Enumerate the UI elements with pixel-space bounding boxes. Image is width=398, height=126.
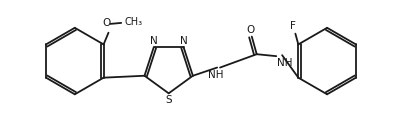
Text: S: S bbox=[166, 95, 172, 105]
Text: N: N bbox=[180, 36, 187, 46]
Text: O: O bbox=[247, 25, 255, 35]
Text: NH: NH bbox=[277, 58, 293, 68]
Text: O: O bbox=[102, 18, 111, 28]
Text: F: F bbox=[291, 21, 297, 31]
Text: CH₃: CH₃ bbox=[124, 17, 142, 27]
Text: N: N bbox=[150, 36, 158, 46]
Text: NH: NH bbox=[209, 70, 224, 81]
